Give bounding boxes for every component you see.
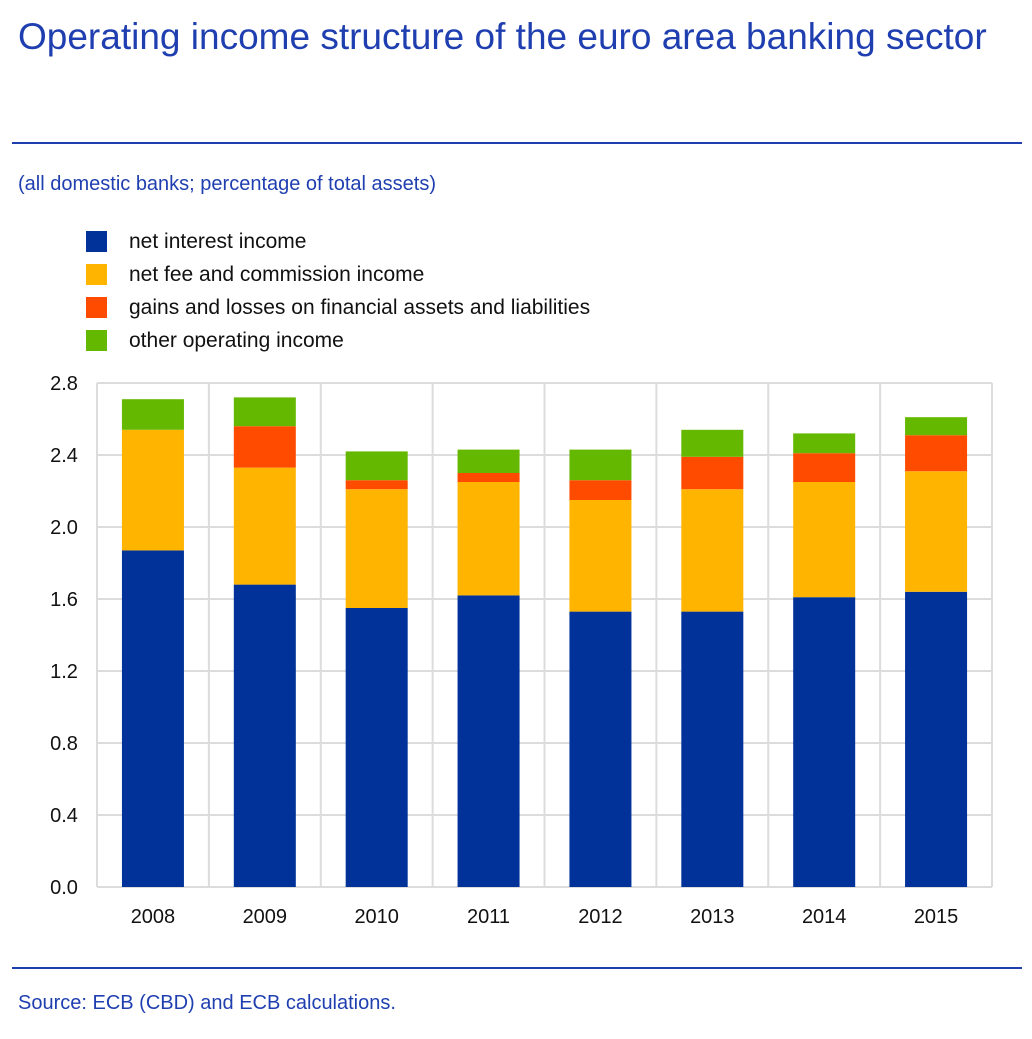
bar-segment-2009-2 — [233, 426, 296, 468]
x-tick-label: 2015 — [914, 906, 959, 928]
y-tick-label: 2.8 — [50, 373, 78, 395]
y-tick-label: 0.4 — [50, 805, 78, 827]
legend-item-gains-losses: gains and losses on financial assets and… — [86, 291, 590, 324]
y-tick-label: 1.2 — [50, 661, 78, 683]
bar-segment-2010-2 — [345, 480, 408, 490]
legend-item-fee-commission: net fee and commission income — [86, 258, 590, 291]
x-tick-label: 2012 — [578, 906, 623, 928]
chart-title: Operating income structure of the euro a… — [18, 16, 987, 57]
y-tick-label: 2.0 — [50, 517, 78, 539]
y-tick-label: 0.0 — [50, 877, 78, 899]
bar-chart: 0.0 0.4 0.8 1.2 1.6 2.0 2.4 2.8 2008 2009 2010 2011… — [50, 373, 993, 928]
bar-segment-2015-2 — [905, 435, 968, 472]
y-tick-label: 2.4 — [50, 445, 78, 467]
bar-segment-2009-0 — [233, 584, 296, 887]
legend-item-net-interest: net interest income — [86, 225, 590, 258]
chart-subtitle: (all domestic banks; percentage of total… — [18, 173, 436, 195]
bar-segment-2010-0 — [345, 608, 408, 887]
legend-swatch — [86, 231, 107, 252]
bar-segment-2014-0 — [793, 597, 856, 887]
bar-segment-2014-2 — [793, 453, 856, 482]
bar-segment-2012-3 — [569, 449, 632, 481]
bar-segment-2011-2 — [457, 473, 520, 482]
bar-segment-2012-2 — [569, 480, 632, 500]
x-tick-label: 2014 — [802, 906, 847, 928]
bar-segment-2012-0 — [569, 611, 632, 887]
bar-segment-2013-0 — [681, 611, 744, 887]
legend-label: other operating income — [129, 328, 344, 352]
y-tick-label: 0.8 — [50, 733, 78, 755]
legend-label: net interest income — [129, 229, 307, 253]
bar-segment-2011-3 — [457, 449, 520, 473]
x-tick-label: 2010 — [354, 906, 399, 928]
legend-label: gains and losses on financial assets and… — [129, 295, 591, 319]
bar-segment-2011-1 — [457, 482, 520, 596]
legend-swatch — [86, 264, 107, 285]
x-tick-label: 2011 — [467, 906, 510, 928]
bar-segment-2010-3 — [345, 451, 408, 481]
bar-segment-2013-1 — [681, 489, 744, 612]
legend-swatch — [86, 297, 107, 318]
bar-segment-2008-3 — [121, 399, 184, 430]
bar-segment-2008-0 — [121, 550, 184, 887]
legend-label: net fee and commission income — [129, 262, 425, 286]
bar-segment-2015-0 — [905, 591, 968, 887]
bar-segment-2015-3 — [905, 417, 968, 436]
bar-segment-2014-3 — [793, 433, 856, 454]
bar-segment-2008-1 — [121, 429, 184, 551]
bar-segment-2015-1 — [905, 471, 968, 592]
legend-item-other: other operating income — [86, 324, 590, 357]
bar-segment-2012-1 — [569, 500, 632, 612]
source-note: Source: ECB (CBD) and ECB calculations. — [18, 992, 396, 1014]
top-divider — [12, 142, 1022, 144]
bar-segment-2010-1 — [345, 489, 408, 608]
x-tick-label: 2008 — [131, 906, 176, 928]
bar-segment-2013-2 — [681, 456, 744, 490]
bar-segment-2014-1 — [793, 482, 856, 598]
bottom-divider — [12, 967, 1022, 969]
x-tick-label: 2013 — [690, 906, 735, 928]
bar-segment-2009-1 — [233, 467, 296, 585]
bar-segment-2011-0 — [457, 595, 520, 887]
bar-segment-2009-3 — [233, 397, 296, 427]
y-tick-label: 1.6 — [50, 589, 78, 611]
bar-segment-2013-3 — [681, 429, 744, 457]
legend-swatch — [86, 330, 107, 351]
x-tick-label: 2009 — [243, 906, 288, 928]
legend: net interest income net fee and commissi… — [86, 225, 590, 357]
